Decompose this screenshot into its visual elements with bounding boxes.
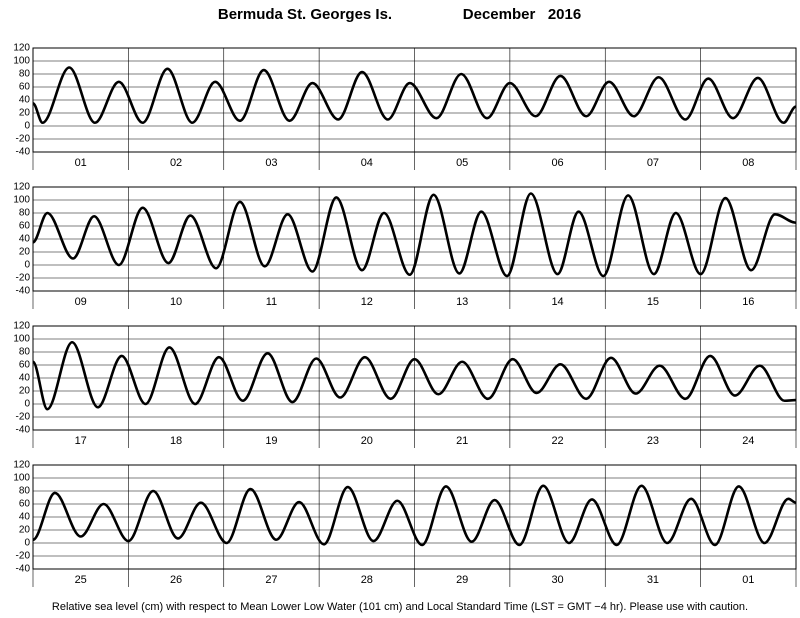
y-tick-label: 20: [19, 386, 31, 397]
y-tick-label: 60: [19, 499, 31, 510]
y-tick-label: -40: [16, 425, 31, 436]
day-label: 22: [551, 435, 563, 447]
y-tick-label: -40: [16, 147, 31, 158]
y-tick-label: 100: [13, 334, 30, 345]
chart-period: December 2016: [463, 6, 581, 23]
y-tick-label: 80: [19, 486, 31, 497]
day-label: 30: [551, 574, 563, 586]
y-tick-label: -20: [16, 134, 31, 145]
day-label: 17: [75, 435, 87, 447]
y-tick-label: 20: [19, 525, 31, 536]
y-tick-label: 40: [19, 234, 31, 245]
tide-line: [31, 340, 797, 411]
y-tick-label: 80: [19, 347, 31, 358]
day-label: 02: [170, 157, 182, 169]
y-tick-label: 100: [13, 56, 30, 67]
y-tick-label: 60: [19, 82, 31, 93]
day-label: 25: [75, 574, 87, 586]
day-label: 27: [265, 574, 277, 586]
day-label: 01: [75, 157, 87, 169]
y-tick-label: 60: [19, 360, 31, 371]
day-label: 23: [647, 435, 659, 447]
y-tick-label: -20: [16, 551, 31, 562]
day-label: 08: [742, 157, 754, 169]
y-tick-label: 120: [13, 321, 30, 332]
y-tick-label: 40: [19, 373, 31, 384]
day-label: 05: [456, 157, 468, 169]
chart-title: Bermuda St. Georges Is.: [218, 6, 392, 23]
y-tick-label: 80: [19, 69, 31, 80]
day-label: 03: [265, 157, 277, 169]
day-label: 11: [266, 296, 277, 308]
day-label: 31: [647, 574, 659, 586]
day-label: 24: [742, 435, 754, 447]
day-label: 10: [170, 296, 182, 308]
day-label: 06: [551, 157, 563, 169]
y-tick-label: 100: [13, 473, 30, 484]
day-label: 26: [170, 574, 182, 586]
y-tick-label: -40: [16, 286, 31, 297]
day-label: 21: [456, 435, 468, 447]
tide-line: [32, 66, 797, 125]
y-tick-label: 20: [19, 108, 31, 119]
y-tick-label: 40: [19, 95, 31, 106]
y-tick-label: 120: [13, 182, 30, 193]
day-label: 29: [456, 574, 468, 586]
day-label: 18: [170, 435, 182, 447]
y-tick-label: -20: [16, 412, 31, 423]
y-tick-label: 0: [24, 121, 30, 132]
day-label: 04: [361, 157, 373, 169]
footnote: Relative sea level (cm) with respect to …: [52, 601, 748, 613]
day-label: 09: [75, 296, 87, 308]
tide-line: [32, 192, 797, 278]
tide-line: [32, 484, 797, 547]
day-label: 19: [265, 435, 277, 447]
day-label: 14: [551, 296, 563, 308]
day-label: 01: [742, 574, 754, 586]
y-tick-label: 0: [24, 260, 30, 271]
day-label: 28: [361, 574, 373, 586]
y-tick-label: 100: [13, 195, 30, 206]
y-tick-label: 120: [13, 460, 30, 471]
y-tick-label: 40: [19, 512, 31, 523]
y-tick-label: 80: [19, 208, 31, 219]
day-label: 13: [456, 296, 468, 308]
y-tick-label: 20: [19, 247, 31, 258]
day-label: 20: [361, 435, 373, 447]
y-tick-label: 60: [19, 221, 31, 232]
y-tick-label: -20: [16, 273, 31, 284]
y-tick-label: -40: [16, 564, 31, 575]
y-tick-label: 0: [24, 538, 30, 549]
y-tick-label: 120: [13, 43, 30, 54]
day-label: 15: [647, 296, 659, 308]
day-label: 07: [647, 157, 659, 169]
day-label: 16: [742, 296, 754, 308]
y-tick-label: 0: [24, 399, 30, 410]
day-label: 12: [361, 296, 373, 308]
